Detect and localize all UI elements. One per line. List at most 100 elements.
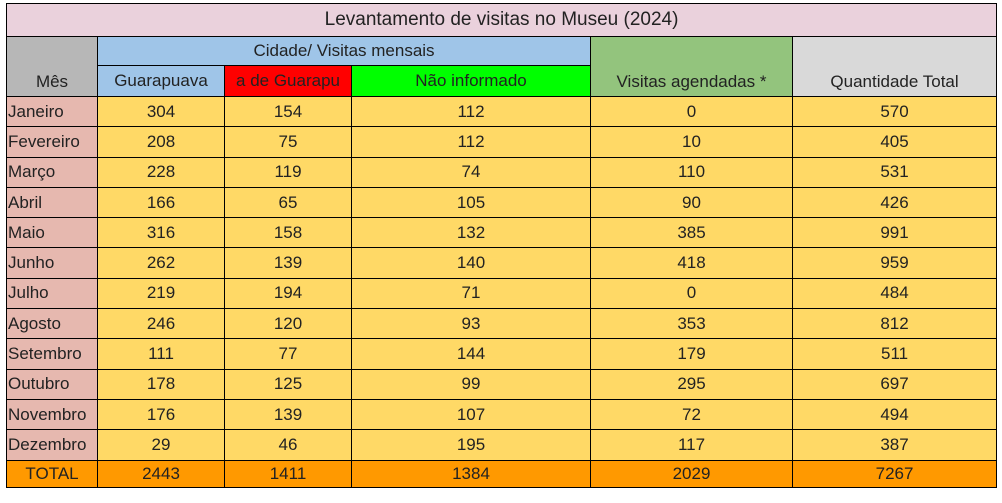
header-scheduled-visits[interactable]: Visitas agendadas *	[590, 36, 793, 97]
outside-cell[interactable]: 194	[224, 277, 352, 310]
total-quantity-cell[interactable]: 570	[791, 95, 998, 128]
outside-cell[interactable]: 158	[224, 217, 352, 249]
total-quantity-cell[interactable]: 405	[791, 126, 998, 158]
not-informed-cell[interactable]: 140	[351, 247, 591, 279]
table-row: Outubro 178 125 99 295 697	[6, 368, 998, 400]
scheduled-cell[interactable]: 117	[590, 429, 793, 461]
table-row: Agosto 246 120 93 353 812	[6, 308, 998, 340]
outside-cell[interactable]: 154	[224, 95, 352, 128]
scheduled-cell[interactable]: 110	[590, 156, 793, 188]
month-cell[interactable]: Agosto	[6, 308, 98, 340]
scheduled-cell[interactable]: 385	[590, 217, 793, 249]
guarapuava-cell[interactable]: 176	[97, 398, 225, 431]
header-guarapuava[interactable]: Guarapuava	[97, 65, 225, 97]
not-informed-cell[interactable]: 74	[351, 156, 591, 188]
guarapuava-cell[interactable]: 316	[97, 217, 225, 249]
guarapuava-cell[interactable]: 246	[97, 308, 225, 340]
scheduled-cell[interactable]: 418	[590, 247, 793, 279]
total-quantity[interactable]: 7267	[791, 459, 998, 488]
not-informed-cell[interactable]: 112	[351, 126, 591, 158]
scheduled-cell[interactable]: 10	[590, 126, 793, 158]
table-row: Junho 262 139 140 418 959	[6, 247, 998, 279]
outside-cell[interactable]: 46	[224, 429, 352, 461]
month-cell[interactable]: Julho	[6, 277, 98, 310]
table-title[interactable]: Levantamento de visitas no Museu (2024)	[5, 3, 998, 37]
guarapuava-cell[interactable]: 262	[97, 247, 225, 279]
total-quantity-cell[interactable]: 697	[791, 368, 998, 400]
total-guarapuava[interactable]: 2443	[97, 459, 225, 488]
total-label[interactable]: TOTAL	[6, 459, 98, 488]
month-cell[interactable]: Abril	[6, 186, 98, 219]
scheduled-cell[interactable]: 0	[590, 95, 793, 128]
total-quantity-cell[interactable]: 531	[791, 156, 998, 188]
guarapuava-cell[interactable]: 208	[97, 126, 225, 158]
total-quantity-cell[interactable]: 959	[791, 247, 998, 279]
total-row: TOTAL 2443 1411 1384 2029 7267	[6, 459, 998, 488]
scheduled-cell[interactable]: 295	[590, 368, 793, 400]
guarapuava-cell[interactable]: 228	[97, 156, 225, 188]
total-quantity-cell[interactable]: 387	[791, 429, 998, 461]
month-cell[interactable]: Novembro	[6, 398, 98, 431]
total-quantity-cell[interactable]: 812	[791, 308, 998, 340]
header-city-group[interactable]: Cidade/ Visitas mensais	[97, 36, 591, 66]
guarapuava-cell[interactable]: 166	[97, 186, 225, 219]
scheduled-cell[interactable]: 90	[590, 186, 793, 219]
scheduled-cell[interactable]: 0	[590, 277, 793, 310]
outside-cell[interactable]: 77	[224, 338, 352, 370]
guarapuava-cell[interactable]: 29	[97, 429, 225, 461]
not-informed-cell[interactable]: 144	[351, 338, 591, 370]
not-informed-cell[interactable]: 112	[351, 95, 591, 128]
not-informed-cell[interactable]: 71	[351, 277, 591, 310]
table-row: Julho 219 194 71 0 484	[6, 277, 998, 310]
header-outside-guarapuava-text: a de Guarapu	[236, 71, 340, 90]
outside-cell[interactable]: 139	[224, 398, 352, 431]
scheduled-cell[interactable]: 72	[590, 398, 793, 431]
not-informed-cell[interactable]: 195	[351, 429, 591, 461]
guarapuava-cell[interactable]: 304	[97, 95, 225, 128]
total-outside[interactable]: 1411	[224, 459, 352, 488]
header-outside-guarapuava[interactable]: a de Guarapu	[224, 65, 352, 97]
outside-cell[interactable]: 120	[224, 308, 352, 340]
not-informed-cell[interactable]: 93	[351, 308, 591, 340]
visits-table: Levantamento de visitas no Museu (2024) …	[5, 3, 998, 488]
total-quantity-cell[interactable]: 991	[791, 217, 998, 249]
total-not-informed[interactable]: 1384	[351, 459, 591, 488]
total-quantity-cell[interactable]: 494	[791, 398, 998, 431]
header-total-quantity[interactable]: Quantidade Total	[791, 36, 998, 97]
month-cell[interactable]: Junho	[6, 247, 98, 279]
table-row: Maio 316 158 132 385 991	[6, 217, 998, 249]
month-cell[interactable]: Fevereiro	[6, 126, 98, 158]
total-quantity-cell[interactable]: 426	[791, 186, 998, 219]
month-cell[interactable]: Outubro	[6, 368, 98, 400]
not-informed-cell[interactable]: 105	[351, 186, 591, 219]
month-cell[interactable]: Março	[6, 156, 98, 188]
not-informed-cell[interactable]: 99	[351, 368, 591, 400]
month-cell[interactable]: Dezembro	[6, 429, 98, 461]
table-row: Fevereiro 208 75 112 10 405	[6, 126, 998, 158]
outside-cell[interactable]: 65	[224, 186, 352, 219]
table-row: Novembro 176 139 107 72 494	[6, 398, 998, 431]
outside-cell[interactable]: 75	[224, 126, 352, 158]
table-row: Março 228 119 74 110 531	[6, 156, 998, 188]
guarapuava-cell[interactable]: 178	[97, 368, 225, 400]
table-row: Abril 166 65 105 90 426	[6, 186, 998, 219]
outside-cell[interactable]: 119	[224, 156, 352, 188]
header-month[interactable]: Mês	[6, 36, 98, 97]
header-not-informed[interactable]: Não informado	[351, 65, 591, 97]
total-quantity-cell[interactable]: 484	[791, 277, 998, 310]
scheduled-cell[interactable]: 353	[590, 308, 793, 340]
scheduled-cell[interactable]: 179	[590, 338, 793, 370]
not-informed-cell[interactable]: 107	[351, 398, 591, 431]
month-cell[interactable]: Janeiro	[6, 95, 98, 128]
table-row: Dezembro 29 46 195 117 387	[6, 429, 998, 461]
month-cell[interactable]: Setembro	[6, 338, 98, 370]
month-cell[interactable]: Maio	[6, 217, 98, 249]
total-quantity-cell[interactable]: 511	[791, 338, 998, 370]
total-scheduled[interactable]: 2029	[590, 459, 793, 488]
not-informed-cell[interactable]: 132	[351, 217, 591, 249]
outside-cell[interactable]: 139	[224, 247, 352, 279]
guarapuava-cell[interactable]: 111	[97, 338, 225, 370]
outside-cell[interactable]: 125	[224, 368, 352, 400]
guarapuava-cell[interactable]: 219	[97, 277, 225, 310]
table-row: Setembro 111 77 144 179 511	[6, 338, 998, 370]
